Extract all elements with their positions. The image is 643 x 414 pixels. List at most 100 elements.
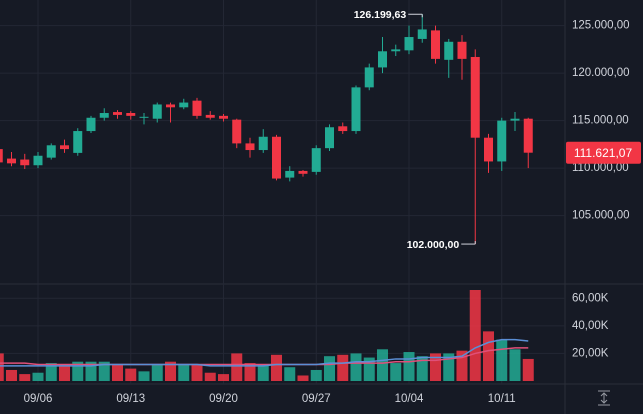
volume-bar [59,364,70,381]
candle-body [245,143,255,151]
x-tick-label: 09/20 [209,393,238,405]
volume-ma-line [0,338,529,367]
candle-body [510,118,520,121]
candle-body [272,136,281,179]
volume-bar [204,372,216,381]
y-tick-label: 125.000,00 [572,20,630,32]
volume-bar [403,352,415,381]
x-tick-label: 10/11 [488,393,516,405]
candle-body [219,115,228,119]
volume-ma-line [0,347,529,366]
candle-body [60,145,69,150]
volume-bar [350,353,362,381]
annotation-label: 102.000,00 [407,239,460,251]
volume-bar [19,374,31,381]
volume-bar [0,353,4,381]
candle-body [46,145,56,158]
candle-body [378,51,387,68]
candle-body [99,113,109,118]
candle-body [298,170,308,174]
volume-bar [443,353,455,381]
candle-body [205,114,215,118]
volume-tick-label: 40,00K [572,320,609,332]
volume-bar [72,361,84,381]
candle-body [497,120,507,162]
volume-bar [509,349,521,381]
candle-body [232,119,242,144]
candle-body [325,127,334,149]
x-tick-label: 09/06 [24,393,53,405]
candle-body [417,29,427,39]
y-tick-label: 110.000,00 [572,162,629,174]
candle-body [285,170,295,178]
volume-bar [257,364,269,381]
volume-bar [112,364,123,381]
volume-bar [218,374,229,381]
candle-body [457,41,467,59]
volume-bar [138,371,150,381]
candle-body [351,87,361,132]
candle-body [364,67,374,88]
candle-body [7,158,16,164]
volume-bar [6,369,17,381]
volume-bar [32,372,44,381]
volume-bar [191,364,203,381]
candle-body [404,37,414,51]
candle-body [166,104,175,108]
volume-bar [469,290,481,381]
last-price-label: 111.621,07 [574,146,633,160]
volume-bar [390,363,402,381]
candle-body [484,137,493,162]
y-tick-label: 115.000,00 [572,115,629,127]
candle-body [192,100,202,116]
candle-body [33,155,43,166]
candle-body [523,118,533,153]
volume-bar [522,358,534,381]
candle-body [152,104,162,119]
candle-body [179,102,189,108]
volume-bar [178,364,190,381]
candle-body [258,136,268,151]
volume-bar [151,364,163,381]
candle-body [73,131,83,153]
volume-bar [85,361,97,381]
volume-bar [324,356,335,381]
y-tick-label: 105.000,00 [572,210,630,222]
volume-bar [363,357,375,381]
candle-body [86,117,96,132]
candle-body [0,149,3,163]
annotation-label: 126.199,63 [354,9,407,21]
volume-bar [310,369,322,381]
volume-bar [496,339,508,381]
volume-bar [125,368,137,381]
volume-bar [244,363,256,381]
candle-body [311,148,321,172]
volume-tick-label: 20,00K [572,347,609,359]
volume-bar [45,363,57,381]
volume-bar [456,350,468,381]
candle-body [444,41,454,60]
x-tick-label: 09/27 [302,393,331,405]
volume-bar [337,354,349,381]
volume-bar [271,354,282,381]
volume-tick-label: 60,00K [572,292,609,304]
candle-body [20,159,30,166]
candle-body [126,113,136,116]
volume-bar [165,361,176,381]
volume-bar [377,349,388,381]
volume-bar [98,361,110,381]
volume-bar [284,367,296,381]
settings-icon[interactable] [598,390,610,406]
candle-body [338,126,348,132]
candle-body [470,56,480,138]
x-tick-label: 09/13 [116,393,145,405]
y-tick-label: 120.000,00 [572,67,630,79]
candle-body [431,30,440,59]
volume-bar [483,331,494,381]
volume-bar [297,375,309,381]
candle-body [113,112,122,115]
volume-bar [416,356,428,381]
candle-body [139,116,149,118]
